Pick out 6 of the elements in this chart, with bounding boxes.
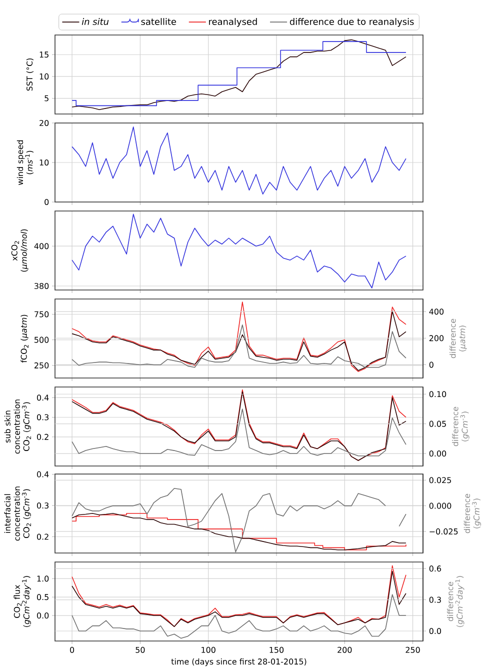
- line-series: [72, 126, 406, 194]
- text: reanalysed: [209, 18, 257, 27]
- legend-label: in situ: [82, 18, 109, 25]
- legend-label: satellite: [141, 18, 176, 25]
- text: difference due to reanalysis: [290, 18, 414, 27]
- line-series: [72, 214, 406, 288]
